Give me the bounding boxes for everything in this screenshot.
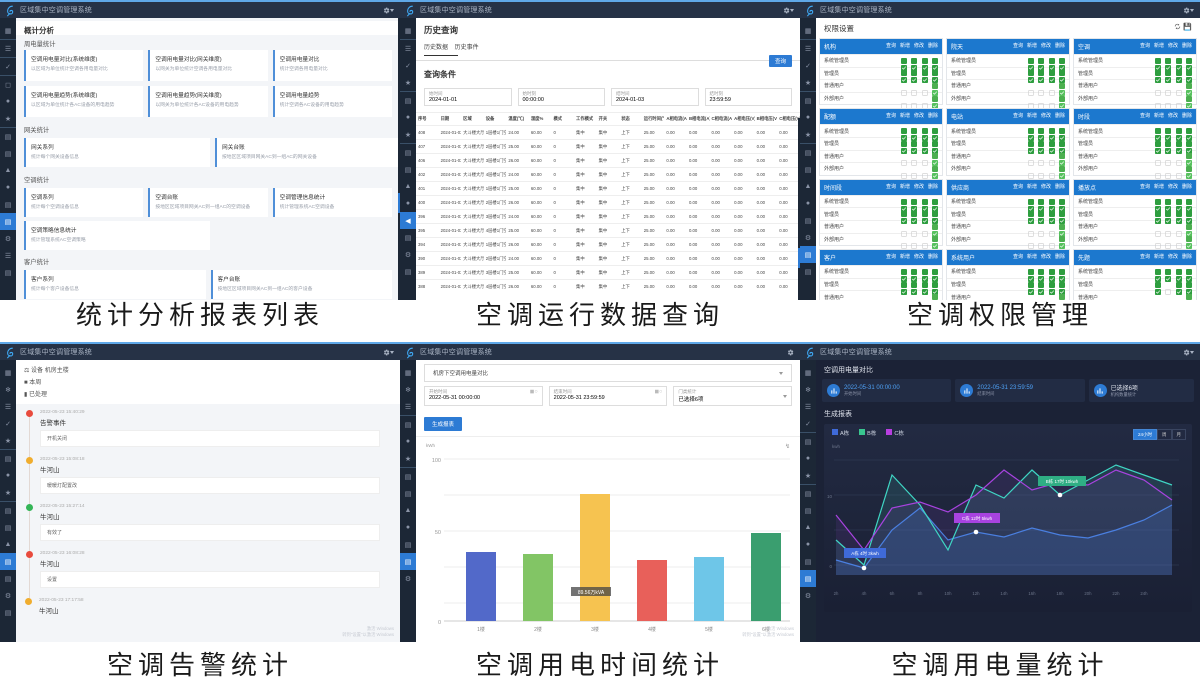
svg-text:2楼: 2楼 xyxy=(534,626,542,633)
svg-text:18h: 18h xyxy=(1056,591,1064,596)
svg-text:6h: 6h xyxy=(890,591,895,596)
svg-text:10h: 10h xyxy=(944,591,952,596)
svg-text:8h: 8h xyxy=(918,591,923,596)
svg-text:50: 50 xyxy=(435,530,441,536)
svg-text:100: 100 xyxy=(432,458,441,464)
svg-text:3楼: 3楼 xyxy=(591,626,599,633)
svg-text:0: 0 xyxy=(829,564,832,569)
svg-text:5楼: 5楼 xyxy=(705,626,713,633)
svg-text:22h: 22h xyxy=(1112,591,1120,596)
svg-text:24h: 24h xyxy=(1140,591,1148,596)
svg-text:0: 0 xyxy=(438,620,441,626)
svg-text:89.56万kVA: 89.56万kVA xyxy=(578,590,605,596)
svg-text:20h: 20h xyxy=(1084,591,1092,596)
svg-text:kwh: kwh xyxy=(832,444,840,449)
svg-text:10: 10 xyxy=(827,494,833,499)
svg-text:4楼: 4楼 xyxy=(648,626,656,633)
svg-text:A栋 4时 3kwh: A栋 4时 3kwh xyxy=(851,550,879,557)
svg-text:12h: 12h xyxy=(972,591,980,596)
svg-text:16h: 16h xyxy=(1028,591,1036,596)
svg-text:14h: 14h xyxy=(1000,591,1008,596)
svg-text:B栋 17时 10kwh: B栋 17时 10kwh xyxy=(1046,478,1079,485)
svg-text:4h: 4h xyxy=(862,591,867,596)
svg-text:2h: 2h xyxy=(834,591,839,596)
svg-text:C栋 12时 5kwh: C栋 12时 5kwh xyxy=(962,515,993,522)
svg-text:1楼: 1楼 xyxy=(477,626,485,633)
